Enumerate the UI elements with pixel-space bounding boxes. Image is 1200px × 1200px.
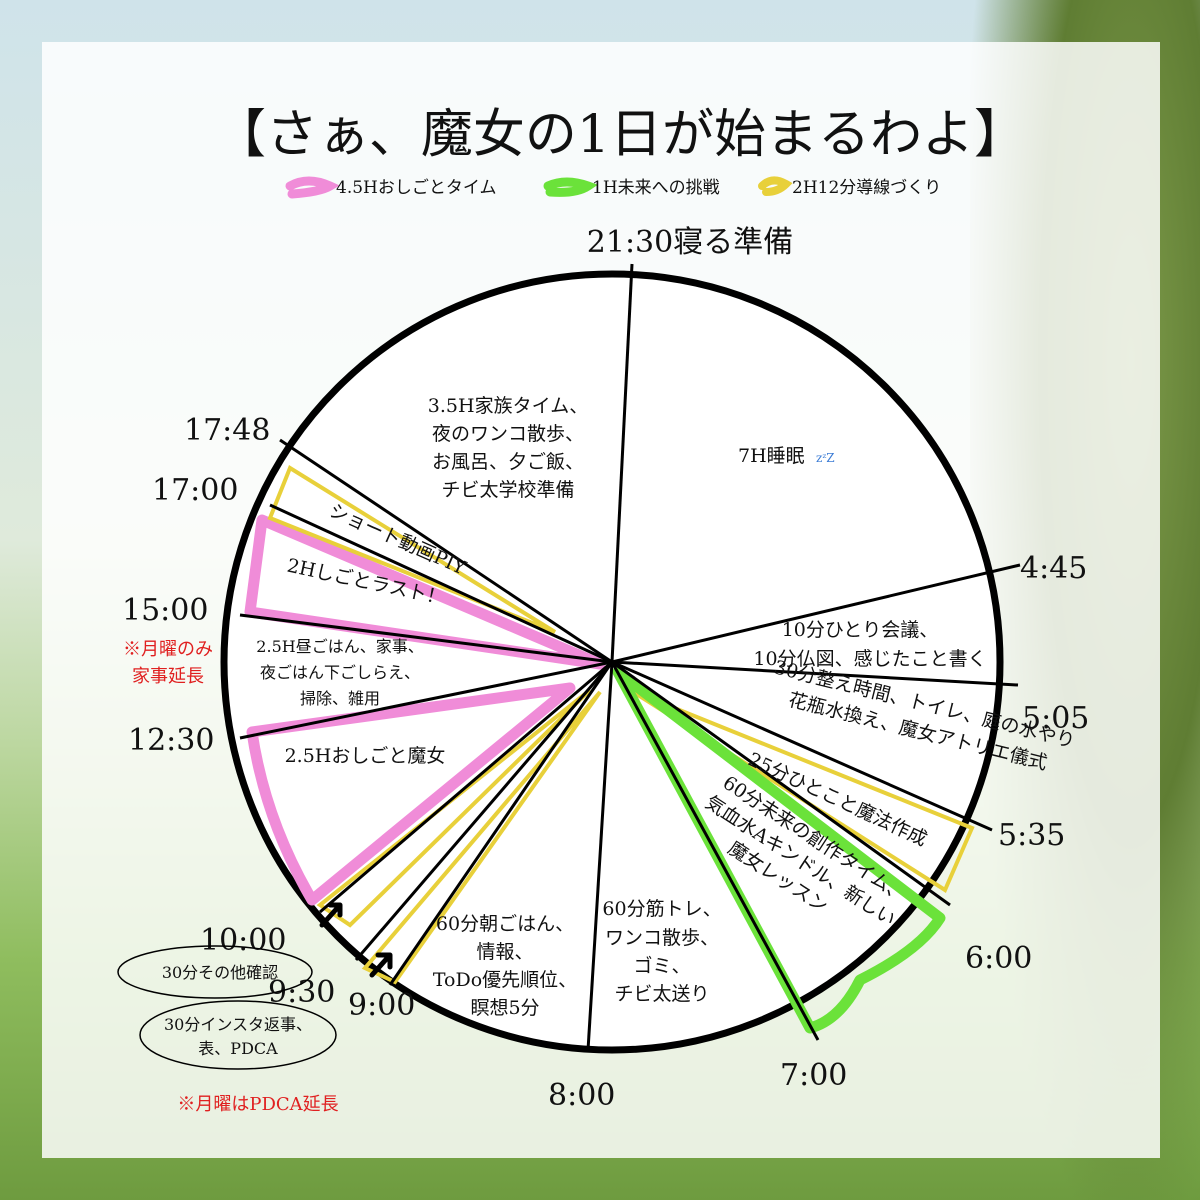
segment-breakfast-line1: 60分朝ごはん、 [436, 913, 574, 935]
segment-lines [239, 263, 1021, 1051]
time-label-445: 4:45 [1020, 551, 1087, 586]
time-label-1748: 17:48 [184, 413, 270, 448]
time-label-505: 5:05 [1022, 701, 1089, 736]
bubble-other [117, 945, 313, 999]
time-label-600: 6:00 [965, 941, 1032, 976]
line-2130 [610, 263, 634, 663]
future-highlight [612, 666, 946, 1034]
time-label-700: 7:00 [780, 1058, 847, 1093]
line-505 [611, 660, 1019, 687]
note-monday-house-line1: ※月曜のみ [123, 639, 213, 660]
segment-breakfast-line2: 情報、 [476, 941, 533, 963]
legend-label-route: 2H12分導線づくり [792, 178, 941, 198]
segment-muscle-line2: ワンコ散歩、 [605, 927, 719, 949]
line-1700 [269, 503, 613, 664]
segment-breakfast-line3: ToDo優先順位、 [433, 969, 577, 991]
future-highlight-outline [612, 666, 946, 1034]
page-title: 【さぁ、魔女の1日が始まるわよ】 [214, 105, 1026, 165]
line-800 [586, 661, 614, 1051]
line-445 [611, 563, 1021, 664]
line-900 [388, 661, 614, 986]
legend-swatch-work [285, 176, 340, 199]
bubble-insta [139, 1000, 337, 1070]
segment-breakfast-line4: 瞑想5分 [470, 997, 539, 1019]
segment-muscle-line3: ゴミ、 [633, 955, 690, 977]
line-930 [354, 661, 614, 961]
time-label-1500: 15:00 [122, 593, 208, 628]
segment-meeting-line1: 10分ひとり会議、 [782, 619, 939, 641]
route-highlight-short [267, 465, 557, 634]
line-1500 [239, 613, 613, 664]
segment-sleep: 7H睡眠 [738, 445, 805, 467]
time-label-900: 9:00 [348, 988, 415, 1023]
legend-label-work: 4.5Hおしごとタイム [336, 178, 497, 198]
bubble-other-text: 30分その他確認 [162, 963, 278, 982]
segment-lunch-line3: 掃除、雑用 [300, 689, 380, 708]
arrows [319, 902, 393, 978]
time-label-1700: 17:00 [152, 473, 238, 508]
route-highlight-insta [361, 690, 602, 985]
line-1748 [279, 438, 613, 664]
line-1000 [319, 660, 613, 914]
line-600 [611, 660, 951, 907]
time-label-535: 5:35 [998, 818, 1065, 853]
time-label-1000: 10:00 [200, 923, 286, 958]
arrow-other-icon [319, 902, 343, 928]
line-535 [611, 660, 993, 832]
line-700 [610, 661, 820, 1041]
bubble-insta-line1: 30分インスタ返事、 [164, 1015, 312, 1034]
segment-lunch-line1: 2.5H昼ごはん、家事、 [256, 637, 423, 656]
zzz-icon: zᶻZ [816, 451, 835, 465]
note-monday-house-line2: 家事延長 [132, 666, 204, 687]
segment-meeting-line2: 10分仏図、感じたこと書く [753, 648, 986, 670]
time-label-2130: 21:30寝る準備 [587, 225, 793, 260]
legend-swatch-future [543, 177, 598, 197]
segment-family-line3: お風呂、夕ご飯、 [432, 451, 584, 473]
legend-swatch-route [758, 176, 793, 196]
segment-family-line4: チビ太学校準備 [441, 479, 574, 501]
line-1230 [239, 660, 613, 740]
segment-muscle-line4: チビ太送り [614, 983, 709, 1005]
segment-work1: 2.5Hおしごと魔女 [285, 745, 446, 767]
segment-family-line2: 夜のワンコ散歩、 [432, 423, 584, 445]
segment-muscle-line1: 60分筋トレ、 [602, 898, 721, 920]
arrow-insta-icon [369, 952, 393, 978]
legend: 4.5Hおしごとタイム 1H未来への挑戦 2H12分導線づくり [285, 176, 941, 199]
time-label-800: 8:00 [548, 1078, 615, 1113]
segment-family-line1: 3.5H家族タイム、 [428, 395, 588, 417]
bubble-insta-line2: 表、PDCA [198, 1039, 278, 1058]
segment-lunch-line2: 夜ごはん下ごしらえ、 [260, 663, 420, 682]
note-monday-pdca: ※月曜はPDCA延長 [177, 1094, 338, 1115]
time-label-1230: 12:30 [128, 723, 214, 758]
legend-label-future: 1H未来への挑戦 [592, 178, 720, 198]
work-highlight-morning [246, 682, 576, 906]
